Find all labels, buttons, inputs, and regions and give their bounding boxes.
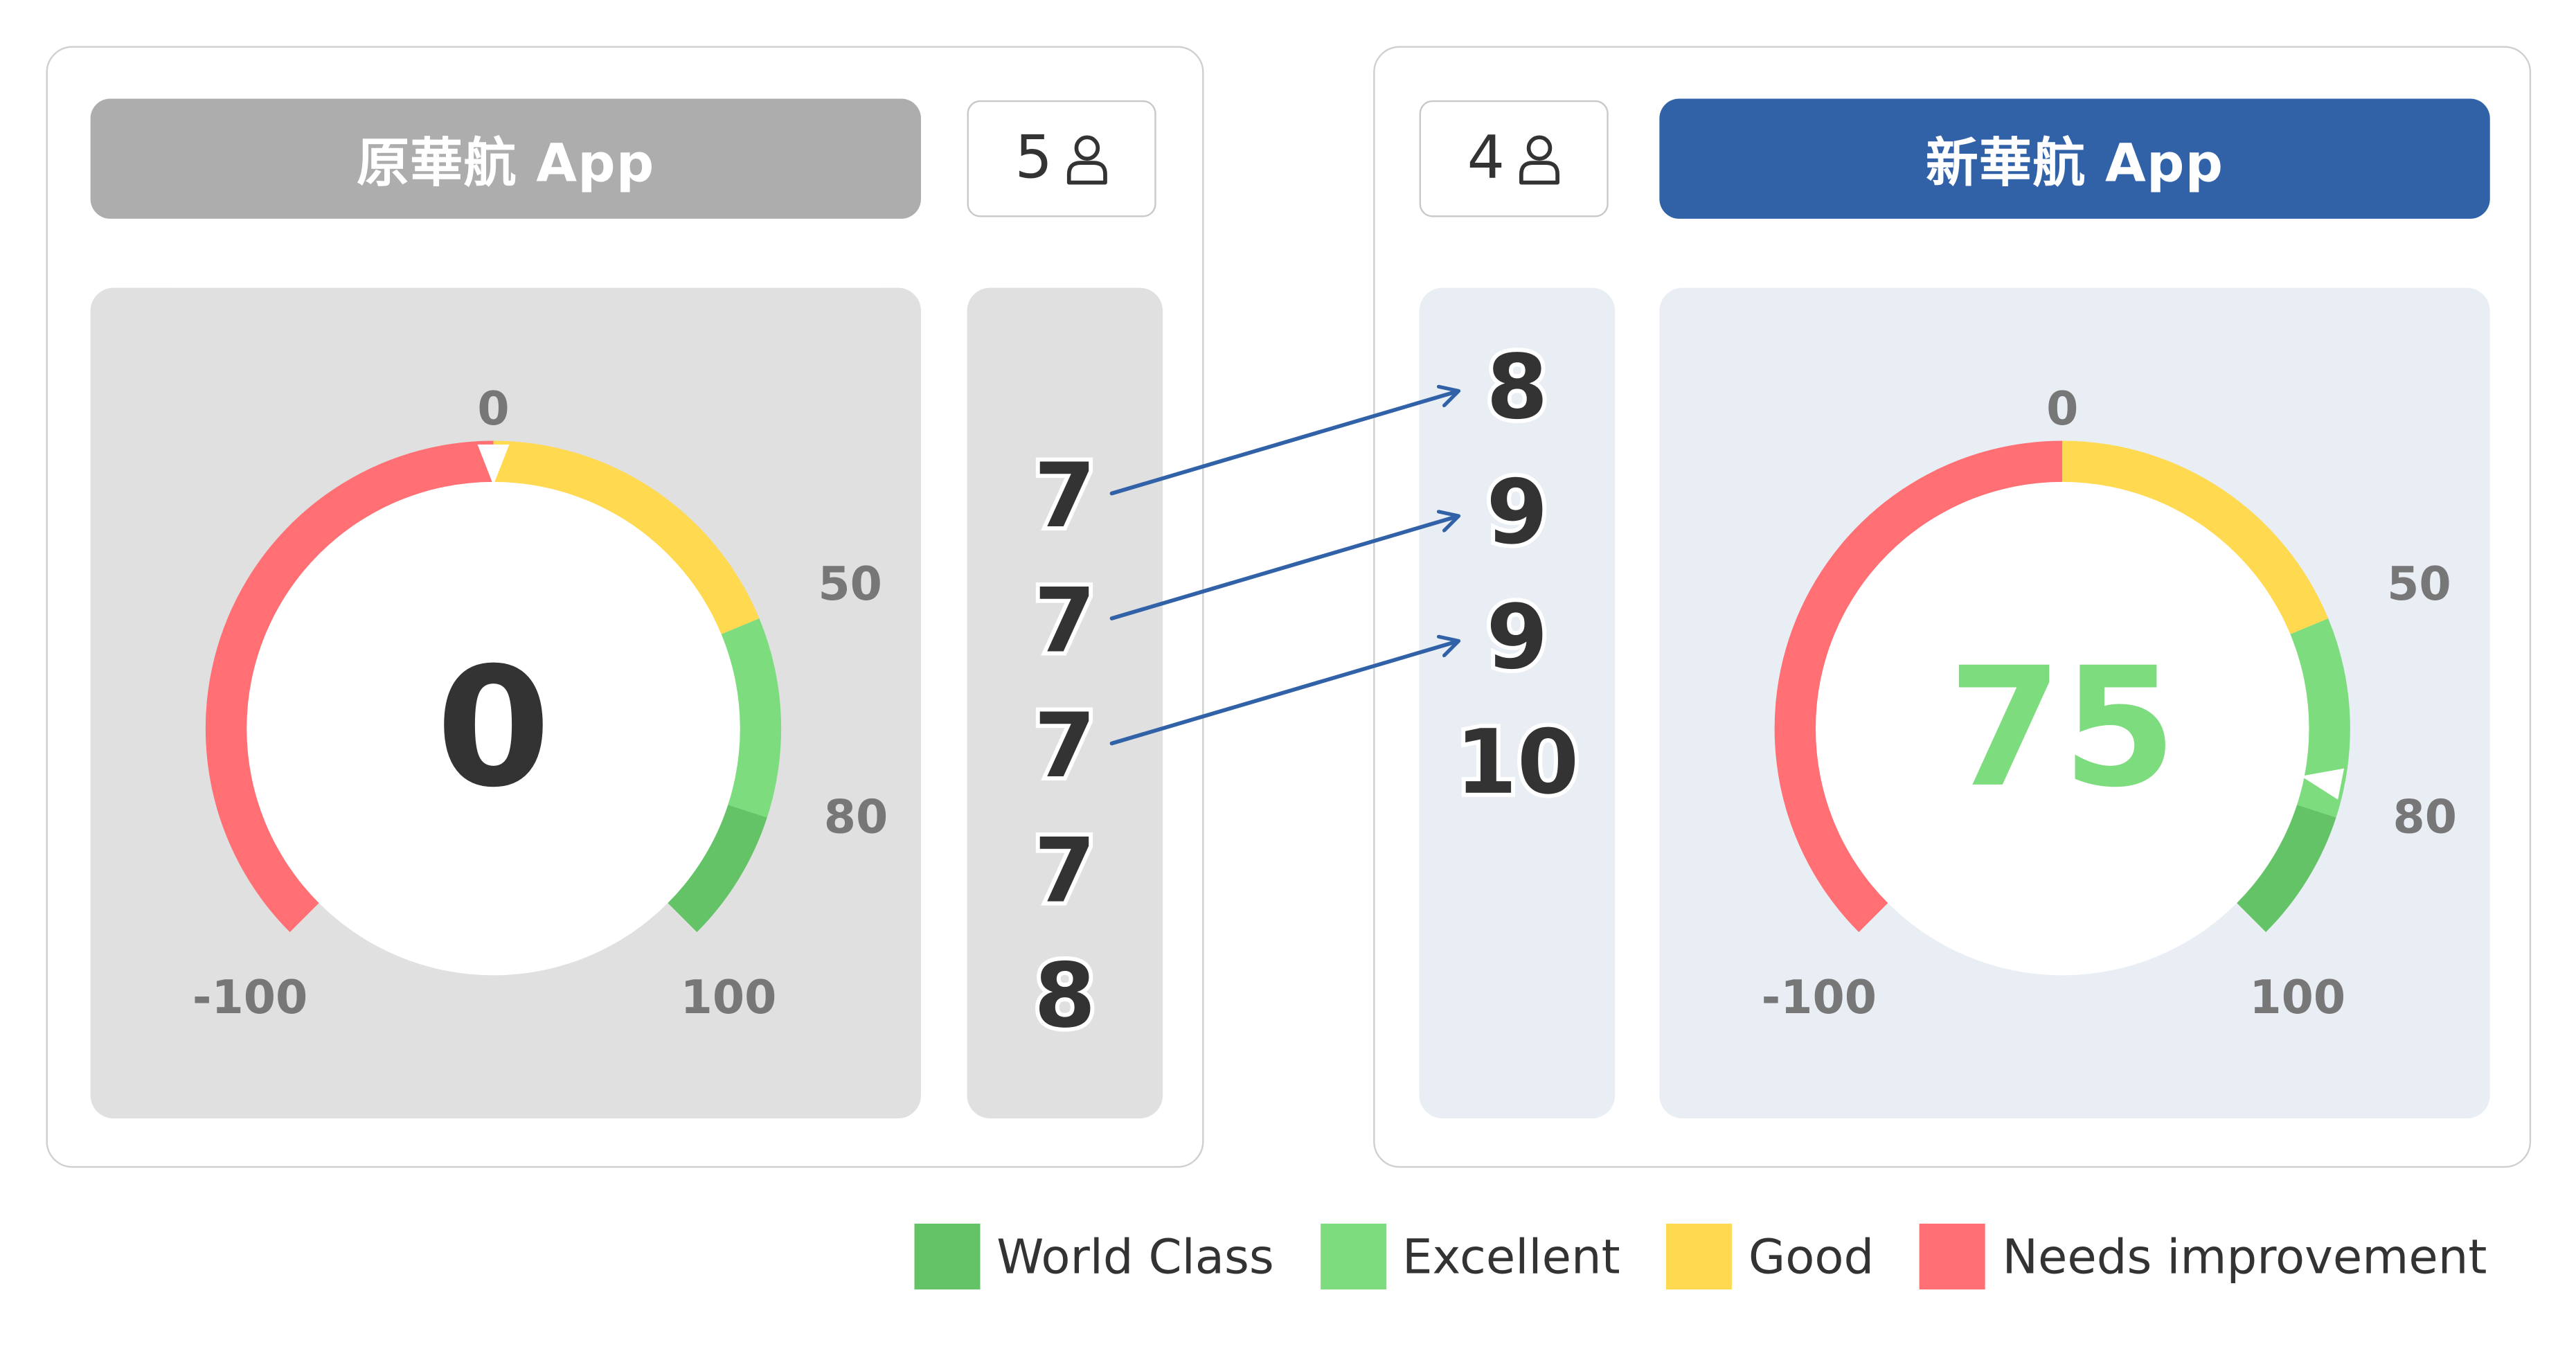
legend-swatch (914, 1224, 981, 1289)
legend-item: Excellent (1320, 1224, 1620, 1289)
score-value: 8 (1030, 944, 1100, 1048)
score-value: 7 (1030, 569, 1100, 673)
legend-item: World Class (914, 1224, 1274, 1289)
user-icon (1066, 134, 1107, 184)
gauge-tick-label: 50 (2387, 557, 2451, 611)
legend-swatch (1320, 1224, 1386, 1289)
gauge-value: 75 (1948, 633, 2177, 824)
score-value: 10 (1451, 711, 1583, 814)
legend-label: Good (1748, 1229, 1875, 1285)
new-gauge-area: 75 0 50 80 100 -100 (1659, 287, 2490, 1118)
original-respondent-count: 5 (967, 100, 1156, 217)
gauge-band-3 (2234, 803, 2336, 933)
legend-label: Excellent (1402, 1229, 1620, 1285)
legend-item: Needs improvement (1920, 1224, 2487, 1289)
gauge-tick-label: 80 (2393, 790, 2458, 844)
score-value: 9 (1482, 585, 1552, 690)
gauge-band-0 (1774, 440, 2063, 933)
original-gauge-area: 0 0 50 80 100 -100 (90, 287, 921, 1118)
legend-label: Needs improvement (2002, 1229, 2487, 1285)
gauge-tick-label: -100 (1762, 970, 1877, 1024)
gauge-tick-label: 50 (818, 557, 882, 611)
new-respondent-count: 4 (1419, 100, 1609, 217)
legend-swatch (1920, 1224, 1986, 1289)
legend-item: Good (1666, 1224, 1874, 1289)
gauge-pointer (477, 444, 510, 485)
original-scores-column: 7 7 7 7 8 (967, 287, 1163, 1118)
gauge-pointer (2300, 768, 2345, 800)
original-app-panel: 原華航 App 5 0 0 50 80 100 -100 7 7 7 7 8 (46, 46, 1204, 1168)
new-scores-column: 8 9 9 10 (1419, 287, 1616, 1118)
gauge-value: 0 (436, 633, 551, 824)
new-app-panel: 4 新華航 App 8 9 9 10 75 0 50 80 100 -100 (1373, 46, 2532, 1168)
new-nps-gauge: 75 0 50 80 100 -100 (1762, 382, 2458, 1024)
gauge-tick-label: -100 (193, 970, 307, 1024)
respondent-count-value: 4 (1467, 125, 1505, 193)
gauge-tick-label: 0 (477, 382, 509, 436)
original-nps-gauge: 0 0 50 80 100 -100 (193, 382, 888, 1024)
gauge-band-3 (665, 803, 767, 933)
gauge-band-0 (205, 440, 494, 933)
score-value: 9 (1482, 461, 1552, 564)
new-app-title: 新華航 App (1659, 98, 2490, 219)
legend-label: World Class (996, 1229, 1274, 1285)
score-value: 8 (1482, 335, 1552, 440)
gauge-tick-label: 100 (2249, 970, 2345, 1024)
score-value: 7 (1030, 694, 1100, 798)
respondent-count-value: 5 (1014, 125, 1053, 193)
gauge-tick-label: 0 (2046, 382, 2078, 436)
score-value: 7 (1030, 819, 1100, 923)
gauge-face (247, 481, 740, 976)
user-icon (1519, 134, 1559, 184)
score-value: 7 (1030, 444, 1100, 548)
gauge-face (1816, 481, 2309, 976)
gauge-tick-label: 100 (681, 970, 777, 1024)
gauge-tick-label: 80 (824, 790, 888, 844)
legend: World Class Excellent Good Needs improvemen… (914, 1220, 2487, 1293)
legend-swatch (1666, 1224, 1733, 1289)
original-app-title: 原華航 App (90, 98, 921, 219)
